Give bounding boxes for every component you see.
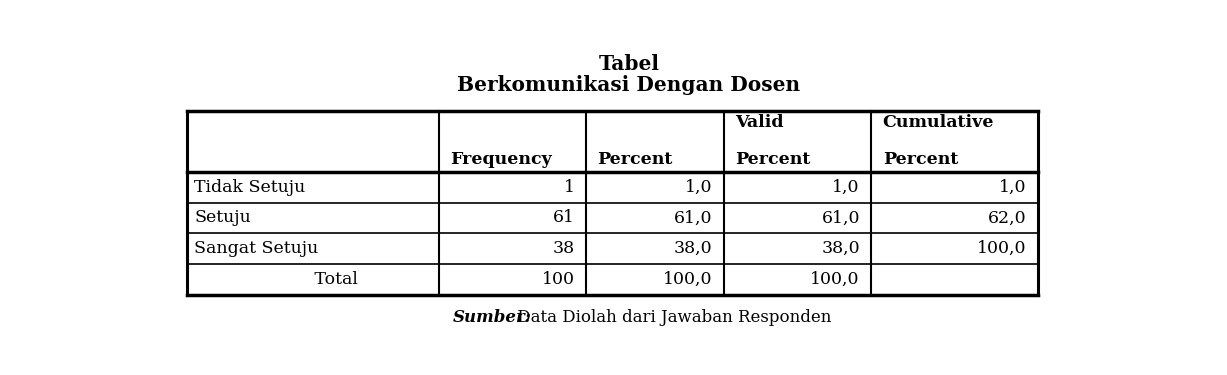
Text: 1,0: 1,0 xyxy=(685,179,713,196)
Text: Percent: Percent xyxy=(598,151,672,168)
Text: 38,0: 38,0 xyxy=(821,240,860,257)
Text: Sumber:: Sumber: xyxy=(453,309,533,326)
Text: 1,0: 1,0 xyxy=(832,179,860,196)
Text: Tabel: Tabel xyxy=(599,54,659,74)
Text: 38: 38 xyxy=(552,240,574,257)
Text: Frequency: Frequency xyxy=(450,151,552,168)
Text: 100: 100 xyxy=(541,271,574,288)
Text: Berkomunikasi Dengan Dosen: Berkomunikasi Dengan Dosen xyxy=(458,75,800,95)
Text: 100,0: 100,0 xyxy=(977,240,1026,257)
Text: 1: 1 xyxy=(563,179,574,196)
Text: Percent: Percent xyxy=(735,151,811,168)
Text: Sangat Setuju: Sangat Setuju xyxy=(194,240,319,257)
Text: 61,0: 61,0 xyxy=(821,210,860,226)
Text: Valid: Valid xyxy=(735,114,784,131)
Text: 61: 61 xyxy=(552,210,574,226)
Text: 100,0: 100,0 xyxy=(810,271,860,288)
Text: Cumulative: Cumulative xyxy=(882,114,994,131)
Text: 38,0: 38,0 xyxy=(674,240,713,257)
Text: Setuju: Setuju xyxy=(194,210,252,226)
Text: Total: Total xyxy=(287,271,357,288)
Text: 61,0: 61,0 xyxy=(674,210,713,226)
Text: Tidak Setuju: Tidak Setuju xyxy=(194,179,306,196)
Text: 100,0: 100,0 xyxy=(663,271,713,288)
Text: Data Diolah dari Jawaban Responden: Data Diolah dari Jawaban Responden xyxy=(512,309,831,326)
Text: 1,0: 1,0 xyxy=(999,179,1026,196)
Text: Percent: Percent xyxy=(882,151,958,168)
Text: 62,0: 62,0 xyxy=(988,210,1026,226)
